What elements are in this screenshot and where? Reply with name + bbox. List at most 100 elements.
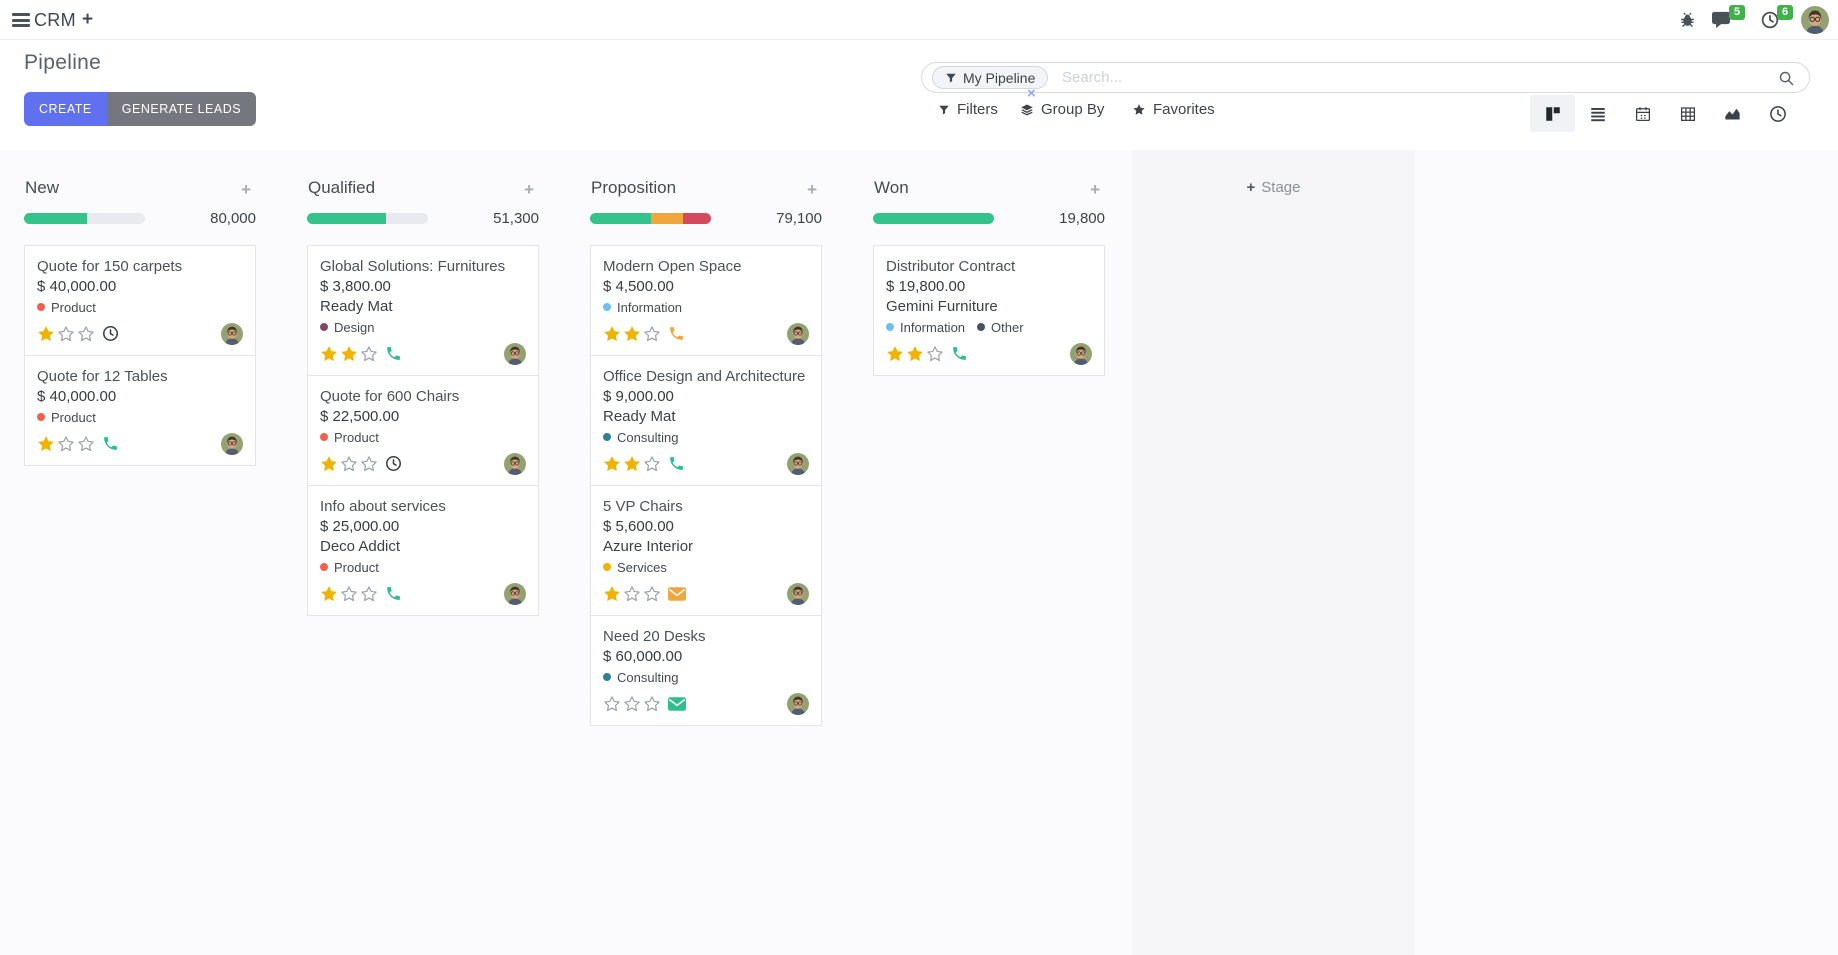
star-empty-icon[interactable]	[623, 585, 641, 603]
column-progressbar[interactable]	[24, 212, 145, 224]
column-title[interactable]: Qualified	[308, 178, 376, 197]
star-empty-icon[interactable]	[340, 585, 358, 603]
star-empty-icon[interactable]	[643, 325, 661, 343]
progress-segment[interactable]	[873, 212, 994, 224]
app-name[interactable]: CRM	[34, 9, 76, 30]
add-stage-column[interactable]: + Stage	[1132, 150, 1415, 955]
card-footer	[886, 342, 1092, 365]
progress-segment[interactable]	[683, 212, 711, 224]
star-empty-icon[interactable]	[603, 695, 621, 713]
phone-icon[interactable]	[668, 325, 685, 342]
star-empty-icon[interactable]	[643, 585, 661, 603]
view-pivot-icon[interactable]	[1665, 95, 1710, 132]
view-calendar-icon[interactable]	[1620, 95, 1665, 132]
star-filled-icon[interactable]	[340, 345, 358, 363]
star-filled-icon[interactable]	[603, 325, 621, 343]
card-title: Quote for 12 Tables	[37, 368, 168, 385]
star-empty-icon[interactable]	[623, 695, 641, 713]
view-graph-icon[interactable]	[1710, 95, 1755, 132]
star-empty-icon[interactable]	[77, 435, 95, 453]
card-tags: Design	[320, 318, 526, 336]
add-stage-plus-icon: +	[1246, 179, 1256, 196]
kanban-card[interactable]: 5 VP Chairs $ 5,600.00 Azure Interior Se…	[590, 485, 822, 616]
kanban-card[interactable]: Quote for 12 Tables $ 40,000.00 Product	[24, 355, 256, 466]
search-icon[interactable]	[1778, 70, 1795, 92]
search-facet-my-pipeline[interactable]: My Pipeline	[932, 66, 1049, 89]
kanban-card[interactable]: Need 20 Desks $ 60,000.00 Consulting	[590, 615, 822, 726]
generate-leads-button[interactable]: GENERATE LEADS	[106, 92, 257, 126]
messages-icon[interactable]	[1711, 11, 1731, 29]
phone-icon[interactable]	[385, 585, 402, 602]
progress-segment[interactable]	[590, 212, 651, 224]
filters-menu[interactable]: Filters	[938, 101, 998, 118]
clock-icon[interactable]	[385, 455, 402, 472]
hamburger-menu-icon[interactable]	[12, 13, 30, 27]
star-empty-icon[interactable]	[360, 345, 378, 363]
star-filled-icon[interactable]	[320, 455, 338, 473]
star-filled-icon[interactable]	[623, 455, 641, 473]
view-kanban-icon[interactable]	[1530, 95, 1575, 132]
star-empty-icon[interactable]	[360, 455, 378, 473]
star-filled-icon[interactable]	[320, 585, 338, 603]
star-filled-icon[interactable]	[886, 345, 904, 363]
star-filled-icon[interactable]	[320, 345, 338, 363]
user-avatar[interactable]	[1801, 6, 1829, 34]
phone-icon[interactable]	[385, 345, 402, 362]
phone-icon[interactable]	[102, 435, 119, 452]
star-empty-icon[interactable]	[643, 455, 661, 473]
column-title[interactable]: Won	[874, 178, 909, 197]
card-footer	[603, 452, 809, 475]
star-empty-icon[interactable]	[360, 585, 378, 603]
column-title[interactable]: Proposition	[591, 178, 677, 197]
kanban-card[interactable]: Quote for 150 carpets $ 40,000.00 Produc…	[24, 245, 256, 356]
progress-segment[interactable]	[650, 212, 684, 224]
nav-plus-icon[interactable]: +	[82, 9, 94, 30]
kanban-card[interactable]: Modern Open Space $ 4,500.00 Information	[590, 245, 822, 356]
card-amount: $ 40,000.00	[37, 388, 117, 405]
column-add-icon[interactable]: +	[524, 180, 534, 199]
kanban-card[interactable]: Quote for 600 Chairs $ 22,500.00 Product	[307, 375, 539, 486]
kanban-card[interactable]: Distributor Contract $ 19,800.00 Gemini …	[873, 245, 1105, 376]
kanban-card[interactable]: Office Design and Architecture $ 9,000.0…	[590, 355, 822, 486]
search-input[interactable]	[1062, 64, 1702, 91]
tag: Product	[320, 430, 379, 445]
facet-remove-icon[interactable]: ×	[1027, 85, 1036, 102]
tag-dot	[37, 413, 45, 421]
phone-icon[interactable]	[951, 345, 968, 362]
group-by-menu[interactable]: Group By	[1020, 101, 1104, 118]
star-empty-icon[interactable]	[926, 345, 944, 363]
star-filled-icon[interactable]	[603, 455, 621, 473]
view-activity-icon[interactable]	[1755, 95, 1800, 132]
star-filled-icon[interactable]	[37, 435, 55, 453]
progress-segment[interactable]	[307, 212, 386, 224]
phone-icon[interactable]	[668, 455, 685, 472]
star-empty-icon[interactable]	[57, 435, 75, 453]
star-filled-icon[interactable]	[37, 325, 55, 343]
star-filled-icon[interactable]	[603, 585, 621, 603]
clock-icon[interactable]	[102, 325, 119, 342]
progress-segment[interactable]	[24, 212, 87, 224]
column-title[interactable]: New	[25, 178, 60, 197]
column-progressbar[interactable]	[307, 212, 428, 224]
kanban-card[interactable]: Info about services $ 25,000.00 Deco Add…	[307, 485, 539, 616]
star-empty-icon[interactable]	[643, 695, 661, 713]
bug-icon[interactable]	[1679, 11, 1696, 28]
star-empty-icon[interactable]	[340, 455, 358, 473]
column-add-icon[interactable]: +	[241, 180, 251, 199]
column-progressbar[interactable]	[873, 212, 994, 224]
view-list-icon[interactable]	[1575, 95, 1620, 132]
star-empty-icon[interactable]	[77, 325, 95, 343]
column-add-icon[interactable]: +	[807, 180, 817, 199]
star-filled-icon[interactable]	[906, 345, 924, 363]
star-empty-icon[interactable]	[57, 325, 75, 343]
activities-clock-icon[interactable]	[1761, 11, 1779, 29]
column-add-icon[interactable]: +	[1090, 180, 1100, 199]
kanban-card[interactable]: Global Solutions: Furnitures $ 3,800.00 …	[307, 245, 539, 376]
mail-icon[interactable]	[668, 586, 686, 601]
card-tags: Product	[320, 558, 526, 576]
favorites-menu[interactable]: Favorites	[1132, 101, 1215, 118]
star-filled-icon[interactable]	[623, 325, 641, 343]
mail-icon[interactable]	[668, 696, 686, 711]
create-button[interactable]: CREATE	[24, 92, 107, 126]
column-progressbar[interactable]	[590, 212, 711, 224]
